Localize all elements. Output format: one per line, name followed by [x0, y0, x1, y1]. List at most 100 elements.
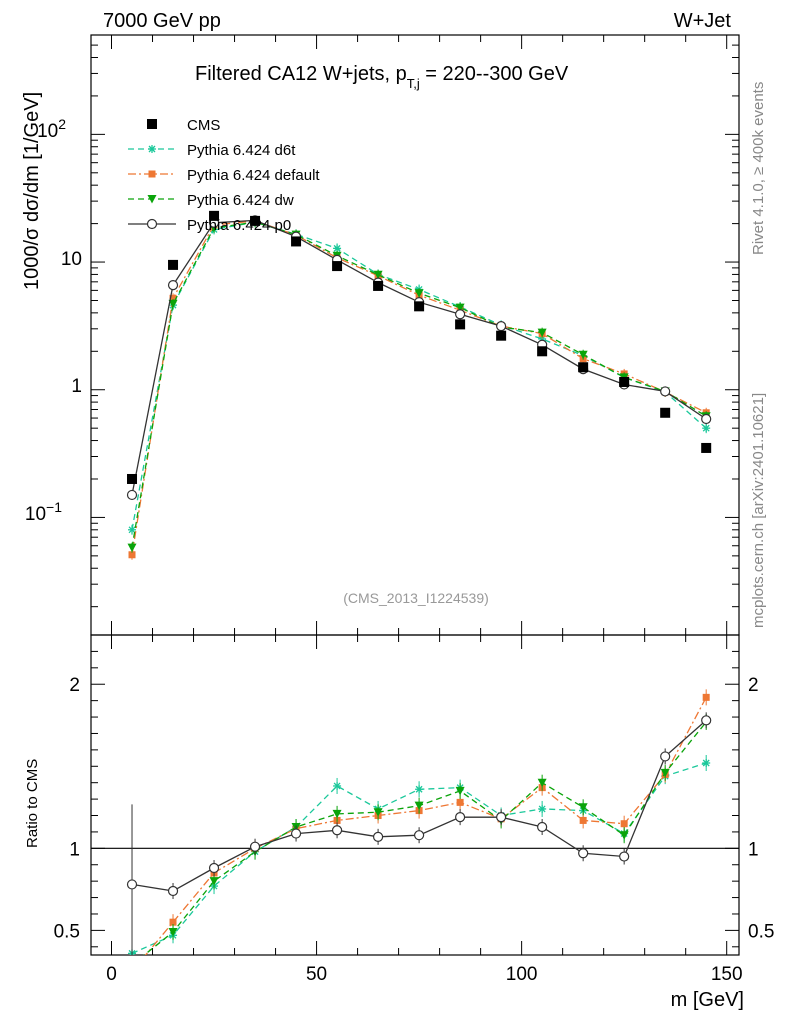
data-point [414, 289, 424, 298]
ratio-point [208, 862, 220, 874]
legend-label: CMS [187, 117, 220, 134]
ratio-point [331, 825, 343, 836]
ytick-label-0.1: 10−1 [25, 499, 62, 525]
legend-marker [147, 119, 157, 129]
xtick-label: 100 [506, 964, 538, 985]
mcplots-label: mcplots.cern.ch [arXiv:2401.10621] [750, 393, 767, 628]
ratio-point [619, 831, 629, 840]
ratio-point [538, 804, 547, 813]
bottom-ylabel: Ratio to CMS [24, 759, 41, 848]
ratio-point [578, 803, 588, 812]
data-point [455, 303, 465, 313]
legend-marker [148, 170, 156, 178]
data-point [496, 330, 507, 341]
ratio-point [579, 816, 587, 824]
data-point [373, 280, 384, 291]
data-point [332, 261, 343, 272]
bottom-panel: Ratio to CMS m [GeV] 0 50 100 150 0.5 0.5 1 1 2 2 [24, 634, 775, 1011]
ratio-point [415, 785, 424, 794]
data-point [168, 259, 179, 270]
data-point [537, 328, 547, 338]
legend-item-2: Pythia 6.424 default [128, 167, 320, 184]
data-point [167, 279, 179, 291]
data-point [578, 362, 589, 373]
ratio-point [702, 693, 710, 701]
ratio-point [414, 830, 425, 841]
legend-label: Pythia 6.424 p0 [187, 217, 291, 234]
xtick-label: 150 [711, 964, 743, 985]
data-point [126, 489, 138, 501]
data-point [127, 473, 138, 484]
ratio-point [455, 812, 466, 823]
data-point [496, 321, 507, 332]
ytick-label-1: 1 [71, 376, 82, 397]
ratio-point [660, 768, 670, 778]
ratio-point [249, 841, 261, 852]
data-point [209, 210, 220, 221]
ytick-label-10: 10 [61, 249, 82, 270]
data-point [701, 413, 712, 425]
data-point [455, 319, 466, 330]
ratio-point [372, 831, 384, 842]
analysis-watermark: (CMS_2013_I1224539) [343, 590, 489, 606]
top-axis-ticks [91, 34, 739, 635]
ratio-ytick-label: 1 [69, 839, 80, 860]
data-point [169, 294, 177, 302]
legend-label: Pythia 6.424 d6t [187, 142, 296, 159]
series-line [131, 220, 707, 555]
ratio-point [332, 809, 342, 819]
ratio-point [128, 961, 137, 970]
header-left: 7000 GeV pp [103, 10, 221, 32]
legend-item-0: CMS [147, 117, 220, 134]
bottom-axis-ticks [91, 635, 739, 955]
bottom-tick-labels: 0 50 100 150 0.5 0.5 1 1 2 2 [54, 675, 775, 985]
ratio-line [143, 721, 707, 955]
ratio-point [333, 781, 342, 790]
top-title: Filtered CA12 W+jets, pT,j = 220--300 Ge… [195, 63, 569, 91]
data-point [250, 215, 261, 226]
ratio-line [144, 697, 707, 955]
xlabel: m [GeV] [671, 989, 744, 1011]
ratio-point [414, 801, 424, 811]
legend-label: Pythia 6.424 default [187, 167, 320, 184]
series-pythia-6-424-p0 [126, 215, 712, 501]
legend-item-1: Pythia 6.424 d6t [128, 142, 296, 159]
data-point [660, 407, 671, 418]
data-point [578, 350, 588, 360]
data-point [660, 386, 671, 397]
ratio-point [129, 968, 136, 975]
legend-marker [146, 218, 158, 230]
legend-item-3: Pythia 6.424 dw [128, 192, 294, 209]
bottom-series-group [126, 689, 712, 975]
xtick-label: 0 [106, 964, 117, 985]
data-point [701, 442, 712, 453]
series-cms [127, 210, 712, 484]
ratio-point [578, 848, 589, 859]
ratio-point [373, 808, 383, 817]
ratio-point [660, 751, 671, 762]
ratio-point [537, 778, 547, 788]
header-right: W+Jet [674, 10, 732, 32]
ratio-ytick-label: 0.5 [54, 921, 80, 942]
data-point [127, 543, 137, 553]
top-series-group [126, 210, 712, 560]
ratio-point [620, 820, 628, 828]
ratio-point [702, 759, 711, 767]
data-point [168, 299, 178, 309]
ratio-series-clip [126, 689, 712, 975]
ratio-point [290, 828, 302, 839]
ratio-series-pythia-6-424-dw [128, 713, 711, 970]
data-point [702, 424, 711, 433]
top-ylabel: 1000/σ dσ/dm [1/GeV] [21, 92, 43, 290]
data-point [291, 236, 302, 247]
data-point [619, 376, 630, 387]
legend-label: Pythia 6.424 dw [187, 192, 294, 209]
ytick-label-100: 102 [37, 116, 66, 142]
ratio-point [126, 879, 138, 890]
ratio-point [619, 851, 630, 862]
ratio-point [169, 918, 177, 926]
ratio-point [701, 715, 712, 726]
data-point [537, 346, 548, 357]
legend-item-4: Pythia 6.424 p0 [128, 217, 291, 234]
rivet-label: Rivet 4.1.0, ≥ 400k events [750, 82, 767, 255]
